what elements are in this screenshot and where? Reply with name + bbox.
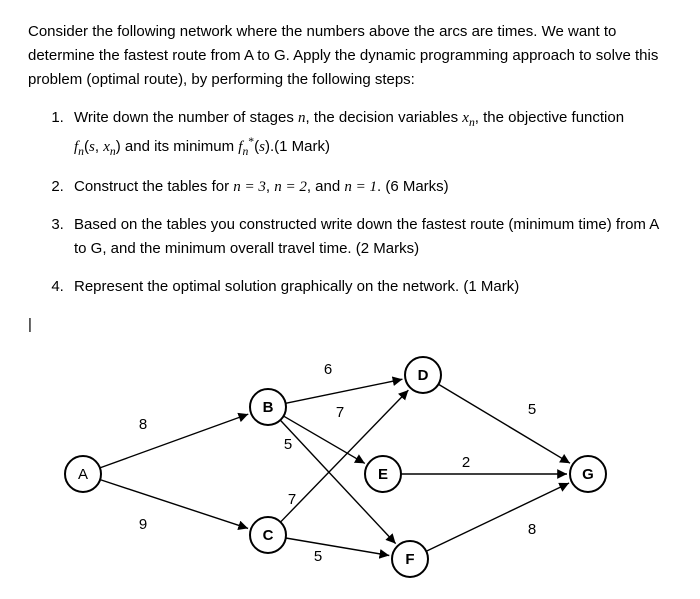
step-3: Based on the tables you constructed writ… xyxy=(68,213,672,261)
edge-B-D xyxy=(286,380,403,404)
node-label-F: F xyxy=(405,551,414,568)
edge-B-E xyxy=(284,416,365,463)
text-cursor: | xyxy=(28,313,672,337)
edge-A-C xyxy=(100,480,248,529)
step1-text-b: , the decision variables xyxy=(306,109,463,126)
step2-eq3: n = 1 xyxy=(344,179,377,195)
step-2: Construct the tables for n = 3, n = 2, a… xyxy=(68,175,672,199)
edge-F-G xyxy=(426,483,569,551)
edge-weight-F-G: 8 xyxy=(528,521,536,538)
step1-text-d: and its minimum xyxy=(121,138,239,155)
node-label-D: D xyxy=(418,367,429,384)
node-label-A: A xyxy=(78,466,88,483)
fn-arg-s: s xyxy=(89,139,95,155)
edge-weight-B-F: 7 xyxy=(336,404,344,421)
step2-eq1: n = 3 xyxy=(233,179,266,195)
step1-text-a: Write down the number of stages xyxy=(74,109,298,126)
step-1: Write down the number of stages n, the d… xyxy=(68,106,672,161)
network-diagram: 8 9 6 5 7 7 5 5 2 8 A B C D E F G xyxy=(28,339,668,579)
edge-weight-A-C: 9 xyxy=(139,516,147,533)
node-label-B: B xyxy=(263,399,274,416)
step2-eq2: n = 2 xyxy=(274,179,307,195)
edge-D-G xyxy=(438,385,570,464)
edge-weight-D-G: 5 xyxy=(528,401,536,418)
fn-arg-x: x xyxy=(103,139,110,155)
node-label-G: G xyxy=(582,466,594,483)
step1-marks: .(1 Mark) xyxy=(270,138,330,155)
step2-marks: . (6 Marks) xyxy=(377,178,449,195)
edge-weight-E-G: 2 xyxy=(462,454,470,471)
edge-weight-A-B: 8 xyxy=(139,416,147,433)
step2-text-a: Construct the tables for xyxy=(74,178,233,195)
edge-C-F xyxy=(286,538,390,556)
var-xn: x xyxy=(462,110,469,126)
fnstar-arg: s xyxy=(259,139,265,155)
step-4: Represent the optimal solution graphical… xyxy=(68,275,672,299)
edge-weight-B-E: 5 xyxy=(284,436,292,453)
edge-weight-B-D: 6 xyxy=(324,361,332,378)
fn-arg-x-sub: n xyxy=(110,145,116,158)
intro-paragraph: Consider the following network where the… xyxy=(28,20,672,92)
fnstar-sup: * xyxy=(248,135,254,148)
steps-list: Write down the number of stages n, the d… xyxy=(28,106,672,299)
fn-sub: n xyxy=(78,145,84,158)
node-label-E: E xyxy=(378,466,388,483)
node-label-C: C xyxy=(263,527,274,544)
edge-A-B xyxy=(100,415,248,469)
var-n: n xyxy=(298,110,306,126)
edge-weight-C-D: 7 xyxy=(288,491,296,508)
step1-text-c: , the objective function xyxy=(475,109,624,126)
edge-weight-C-F: 5 xyxy=(314,548,322,565)
